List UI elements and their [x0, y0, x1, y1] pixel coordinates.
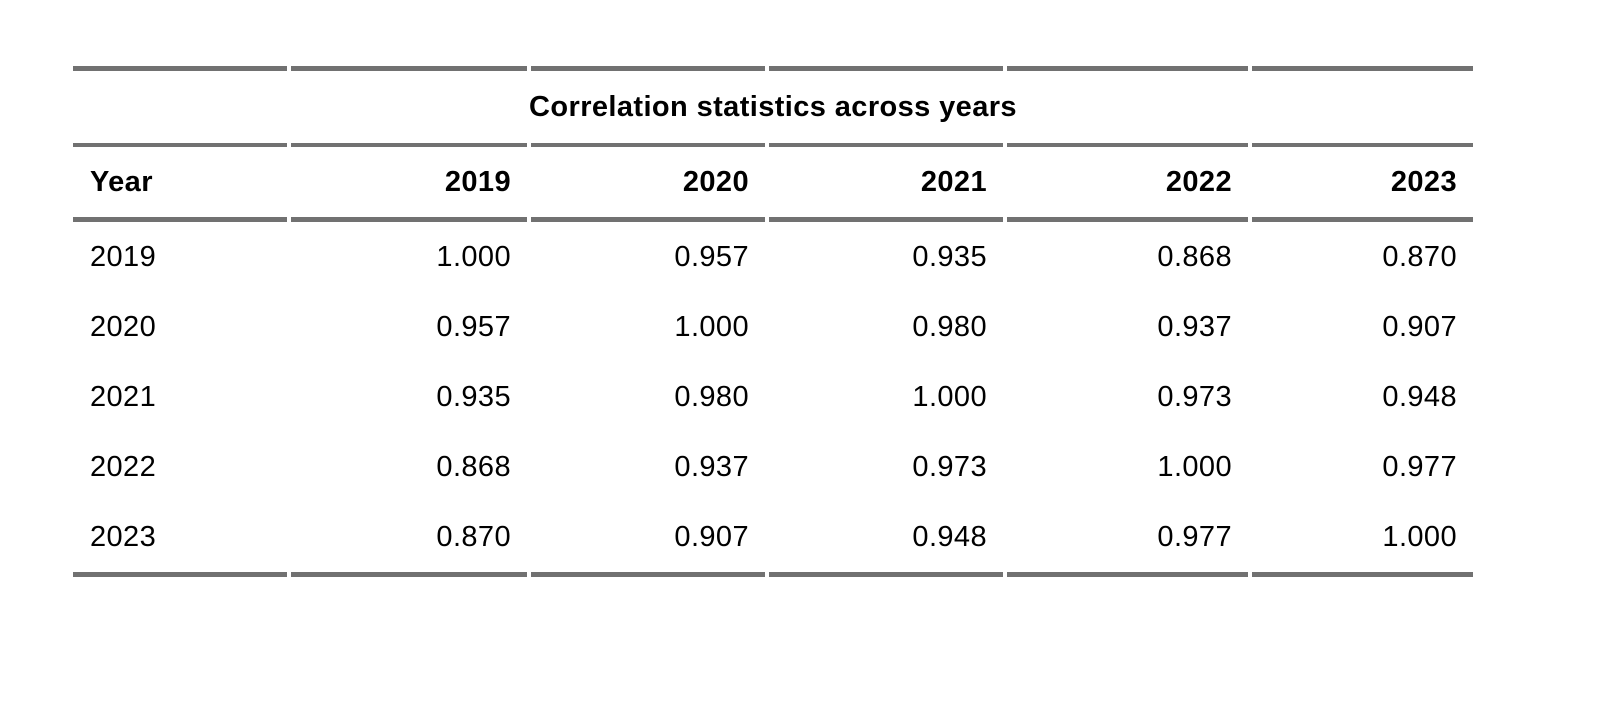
- value-cell: 0.935: [912, 240, 987, 273]
- value-cell: 0.973: [1157, 380, 1232, 413]
- bottom-rule-segment: [1007, 572, 1248, 577]
- value-cell: 1.000: [674, 310, 749, 343]
- value-cell: 0.957: [436, 310, 511, 343]
- value-cell: 0.907: [674, 520, 749, 553]
- row-label: 2019: [90, 240, 157, 273]
- bottom-rule-segment: [1252, 572, 1473, 577]
- value-cell: 0.957: [674, 240, 749, 273]
- value-cell: 0.870: [436, 520, 511, 553]
- bottom-rule-segment: [73, 572, 287, 577]
- value-cell: 0.977: [1157, 520, 1232, 553]
- top-rule-segment: [531, 66, 765, 71]
- top-rule-segment: [1007, 66, 1248, 71]
- value-cell: 0.935: [436, 380, 511, 413]
- value-cell: 1.000: [1157, 450, 1232, 483]
- value-cell: 0.977: [1382, 450, 1457, 483]
- title-rule-segment: [73, 143, 287, 147]
- title-rule-segment: [1007, 143, 1248, 147]
- value-cell: 0.937: [1157, 310, 1232, 343]
- value-cell: 1.000: [1382, 520, 1457, 553]
- title-rule-segment: [1252, 143, 1473, 147]
- value-cell: 0.937: [674, 450, 749, 483]
- header-rule-segment: [1252, 217, 1473, 222]
- correlation-table: Correlation statistics across years Year…: [73, 66, 1473, 577]
- column-header-2021: 2021: [920, 165, 987, 198]
- value-cell: 0.980: [674, 380, 749, 413]
- top-rule-segment: [73, 66, 287, 71]
- bottom-rule-segment: [291, 572, 527, 577]
- top-rule-segment: [769, 66, 1003, 71]
- column-header-2023: 2023: [1390, 165, 1457, 198]
- column-header-2020: 2020: [682, 165, 749, 198]
- row-label: 2020: [90, 310, 157, 343]
- value-cell: 0.868: [1157, 240, 1232, 273]
- value-cell: 0.973: [912, 450, 987, 483]
- title-rule-segment: [769, 143, 1003, 147]
- header-rule-segment: [1007, 217, 1248, 222]
- top-rule-segment: [291, 66, 527, 71]
- header-rule-segment: [291, 217, 527, 222]
- column-header-2019: 2019: [444, 165, 511, 198]
- value-cell: 1.000: [912, 380, 987, 413]
- value-cell: 0.980: [912, 310, 987, 343]
- top-rule-segment: [1252, 66, 1473, 71]
- row-label: 2023: [90, 520, 157, 553]
- table-title: Correlation statistics across years: [529, 90, 1017, 123]
- value-cell: 0.948: [912, 520, 987, 553]
- row-label: 2022: [90, 450, 157, 483]
- value-cell: 0.868: [436, 450, 511, 483]
- header-rule-segment: [769, 217, 1003, 222]
- title-rule-segment: [531, 143, 765, 147]
- header-rule-segment: [73, 217, 287, 222]
- header-rule-segment: [531, 217, 765, 222]
- title-rule-segment: [291, 143, 527, 147]
- bottom-rule-segment: [769, 572, 1003, 577]
- value-cell: 0.907: [1382, 310, 1457, 343]
- column-header-2022: 2022: [1165, 165, 1232, 198]
- row-label: 2021: [90, 380, 157, 413]
- value-cell: 1.000: [436, 240, 511, 273]
- bottom-rule-segment: [531, 572, 765, 577]
- value-cell: 0.870: [1382, 240, 1457, 273]
- value-cell: 0.948: [1382, 380, 1457, 413]
- column-header-year: Year: [90, 165, 153, 198]
